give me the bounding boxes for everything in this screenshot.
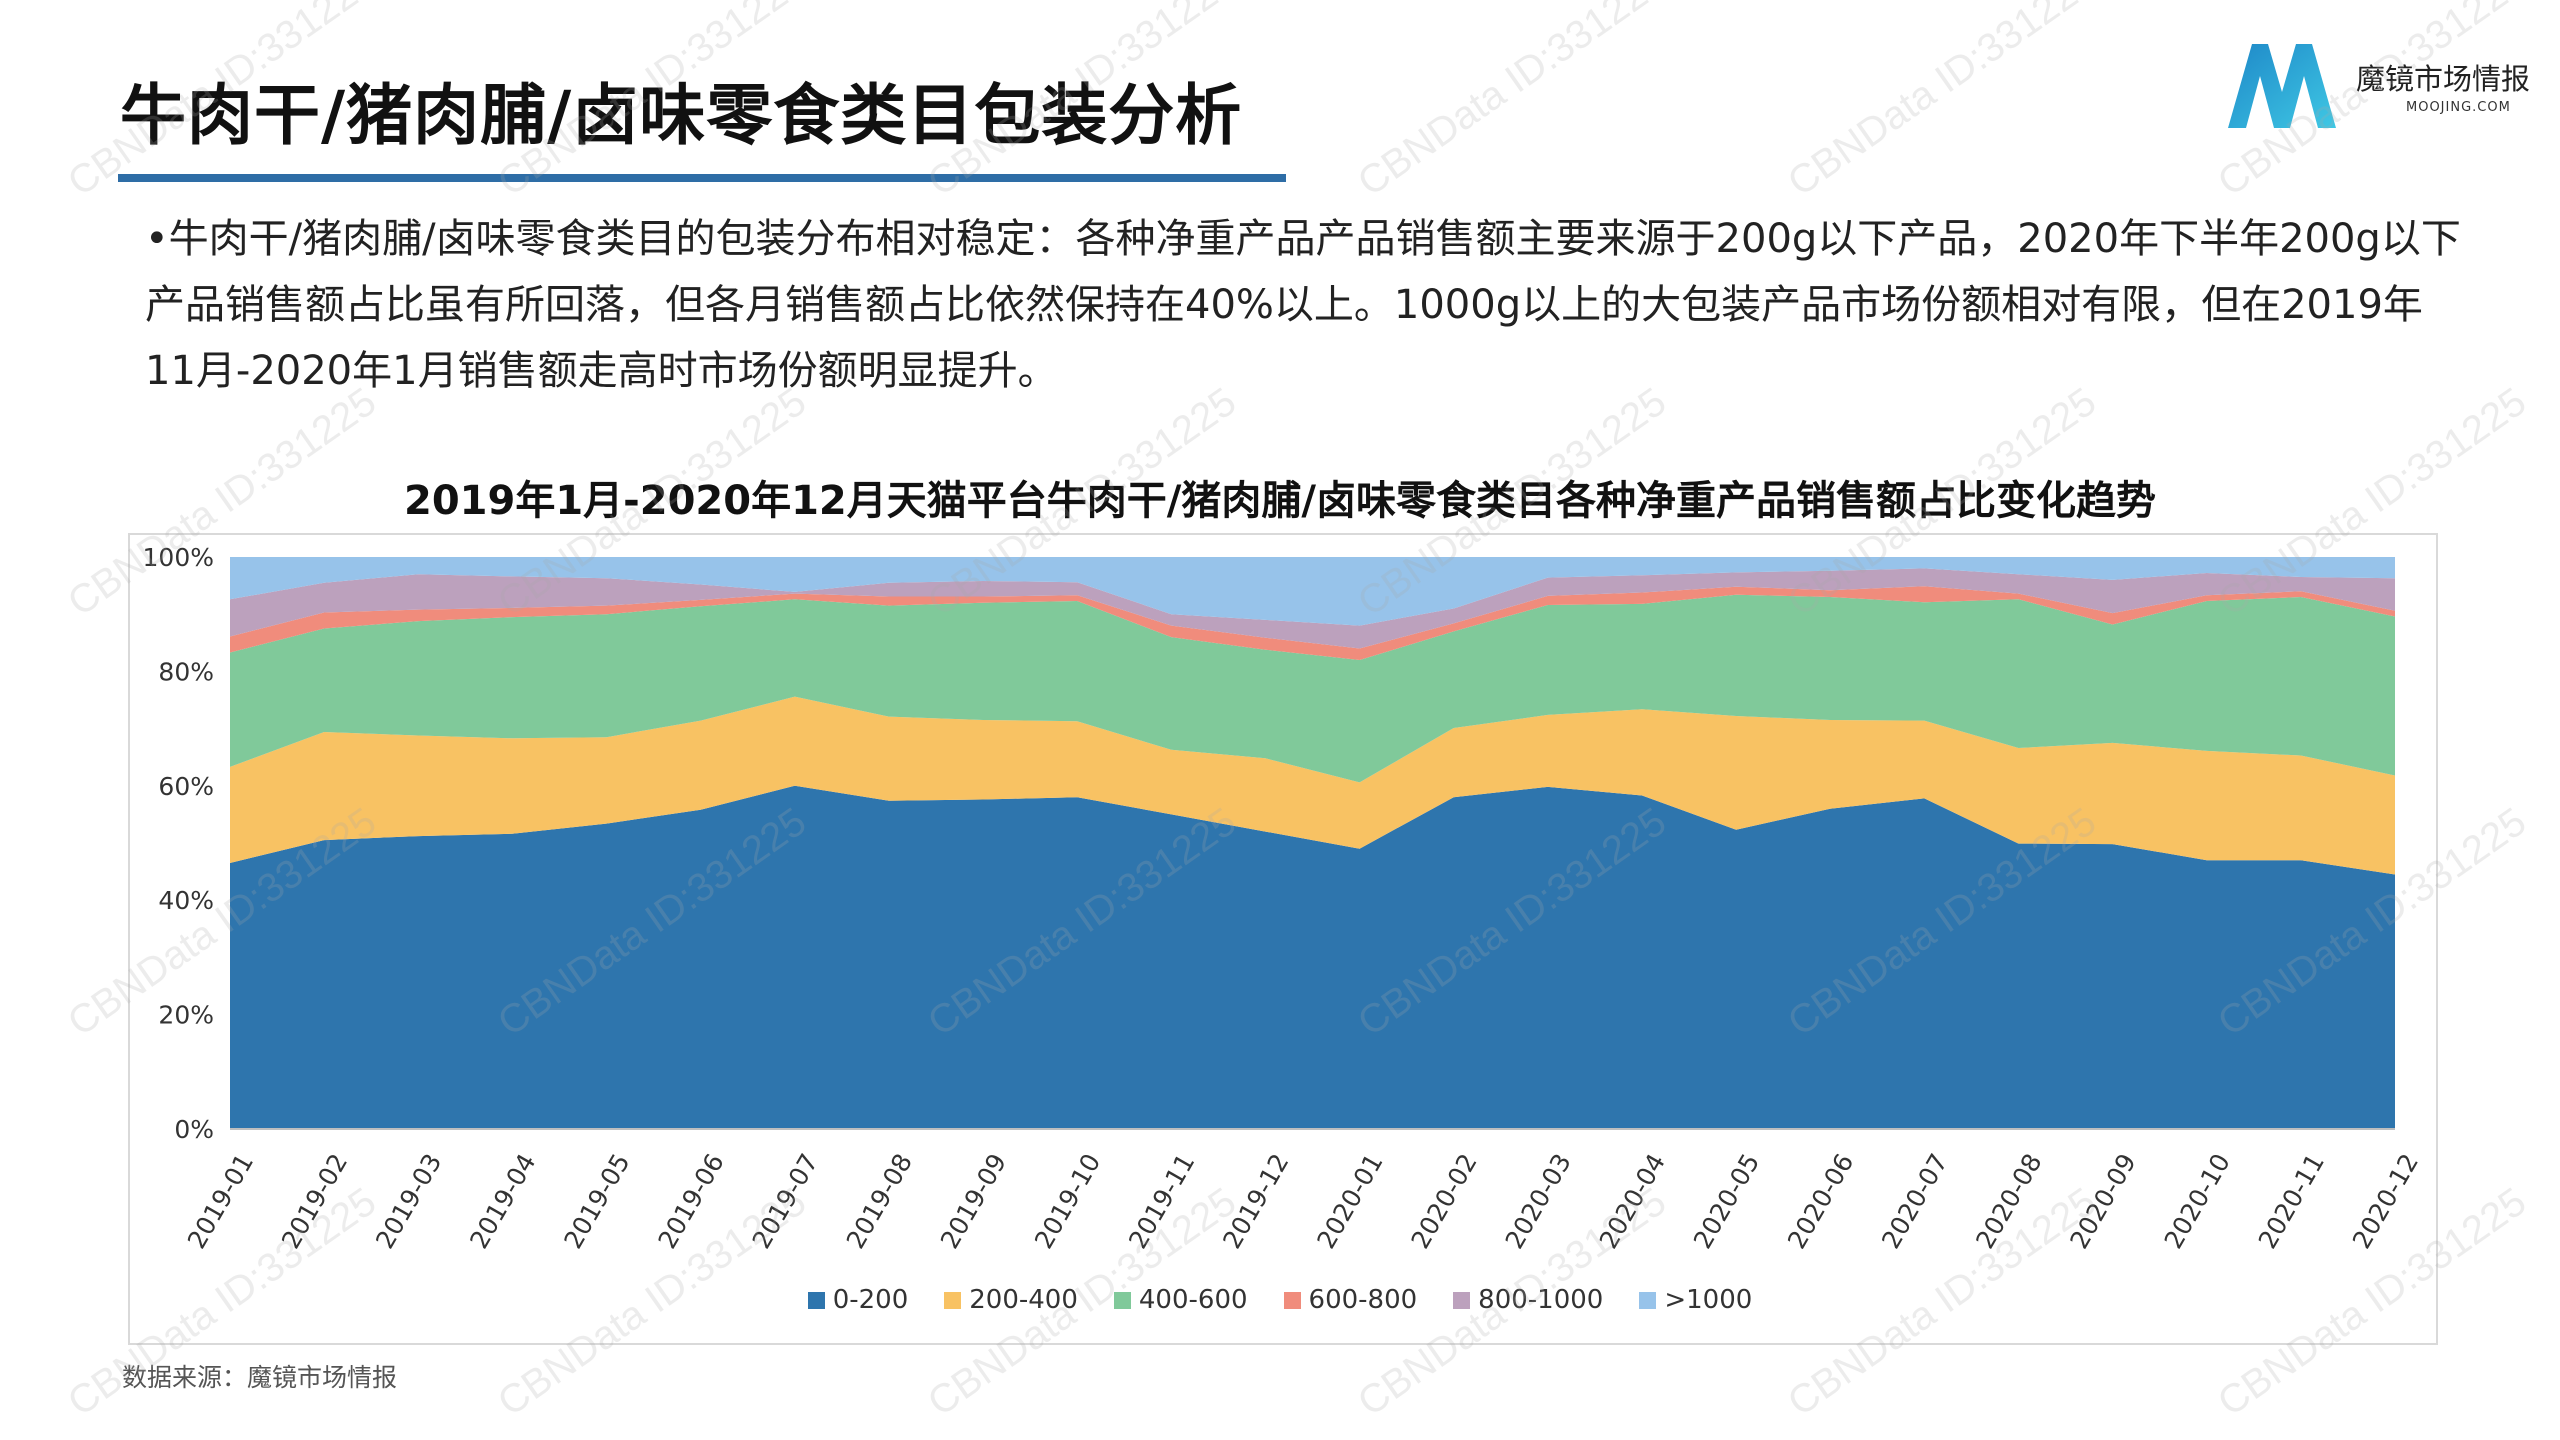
x-tick-label: 2019-02	[276, 1149, 353, 1254]
legend-swatch	[1113, 1291, 1131, 1309]
logo-name: 魔镜市场情报	[2356, 62, 2531, 96]
x-tick-label: 2019-09	[935, 1149, 1012, 1254]
chart-frame	[128, 533, 2438, 1345]
legend-label: >1000	[1664, 1285, 1753, 1315]
chart-legend: 0-200 200-400 400-600 600-800 800-1000 >1000	[0, 1285, 2560, 1315]
x-tick-label: 2020-02	[1405, 1149, 1482, 1254]
legend-swatch	[1453, 1291, 1471, 1309]
area-series-3	[230, 586, 2395, 660]
area-series-2	[230, 594, 2395, 783]
x-tick-label: 2019-01	[182, 1149, 259, 1254]
y-tick-label: 0%	[174, 1115, 214, 1144]
legend-item: 600-800	[1283, 1285, 1418, 1315]
x-tick-label: 2020-05	[1688, 1149, 1765, 1254]
legend-item: 200-400	[944, 1285, 1078, 1315]
legend-item: >1000	[1639, 1285, 1752, 1315]
legend-swatch	[1639, 1291, 1657, 1309]
legend-label: 200-400	[969, 1285, 1078, 1315]
chart-title: 2019年1月-2020年12月天猫平台牛肉干/猪肉脯/卤味零食类目各种净重产品…	[404, 478, 2156, 524]
x-tick-label: 2020-12	[2347, 1149, 2424, 1254]
area-series-0	[230, 785, 2395, 1129]
legend-label: 800-1000	[1478, 1285, 1604, 1315]
y-tick-label: 40%	[158, 886, 214, 915]
page-title: 牛肉干/猪肉脯/卤味零食类目包装分析	[120, 77, 1243, 154]
brand-logo: 魔镜市场情报 MOOJING.COM	[2222, 36, 2542, 146]
y-tick-labels: 0% 20% 40% 60% 80% 100%	[143, 543, 214, 1144]
moojing-m-logo-icon	[2228, 44, 2336, 128]
area-series-5	[230, 557, 2395, 626]
x-tick-label: 2020-11	[2253, 1149, 2330, 1254]
x-tick-label: 2020-01	[1311, 1149, 1388, 1254]
x-tick-label: 2020-09	[2064, 1149, 2141, 1254]
legend-label: 400-600	[1138, 1285, 1248, 1315]
x-tick-label: 2019-05	[558, 1149, 635, 1254]
logo-subtitle: MOOJING.COM	[2406, 100, 2511, 115]
legend-label: 0-200	[832, 1285, 909, 1315]
x-tick-labels: 2019-01 2019-02 2019-03 2019-04 2019-05 2019-…	[182, 1149, 2424, 1254]
x-tick-label: 2020-06	[1782, 1149, 1859, 1254]
legend-item: 400-600	[1113, 1285, 1248, 1315]
y-tick-label: 20%	[158, 1001, 214, 1030]
x-tick-label: 2020-04	[1594, 1149, 1671, 1254]
x-tick-label: 2020-10	[2159, 1149, 2236, 1254]
chart-areas	[230, 557, 2395, 1129]
y-tick-label: 100%	[143, 543, 214, 572]
x-tick-label: 2019-10	[1029, 1149, 1106, 1254]
legend-label: 600-800	[1308, 1285, 1418, 1315]
title-underline	[118, 174, 1286, 182]
x-tick-label: 2020-08	[1970, 1149, 2047, 1254]
data-source: 数据来源：魔镜市场情报	[122, 1363, 398, 1392]
legend-item: 0-200	[807, 1285, 909, 1315]
y-tick-label: 60%	[158, 772, 214, 801]
area-series-1	[230, 696, 2395, 875]
legend-swatch	[944, 1291, 962, 1309]
x-tick-label: 2019-06	[652, 1149, 729, 1254]
area-series-4	[230, 568, 2395, 649]
x-tick-label: 2019-07	[747, 1149, 824, 1254]
legend-item: 800-1000	[1453, 1285, 1603, 1315]
legend-swatch	[807, 1291, 825, 1309]
legend-swatch	[1283, 1291, 1301, 1309]
x-tick-label: 2019-11	[1123, 1149, 1200, 1254]
x-tick-label: 2019-12	[1217, 1149, 1294, 1254]
summary-paragraph: •牛肉干/猪肉脯/卤味零食类目的包装分布相对稳定：各种净重产品产品销售额主要来源…	[145, 216, 2461, 394]
x-tick-label: 2020-07	[1876, 1149, 1953, 1254]
y-tick-label: 80%	[158, 657, 214, 686]
x-tick-label: 2019-03	[370, 1149, 447, 1254]
x-tick-label: 2019-04	[464, 1149, 541, 1254]
x-tick-label: 2019-08	[841, 1149, 918, 1254]
x-tick-label: 2020-03	[1500, 1149, 1577, 1254]
